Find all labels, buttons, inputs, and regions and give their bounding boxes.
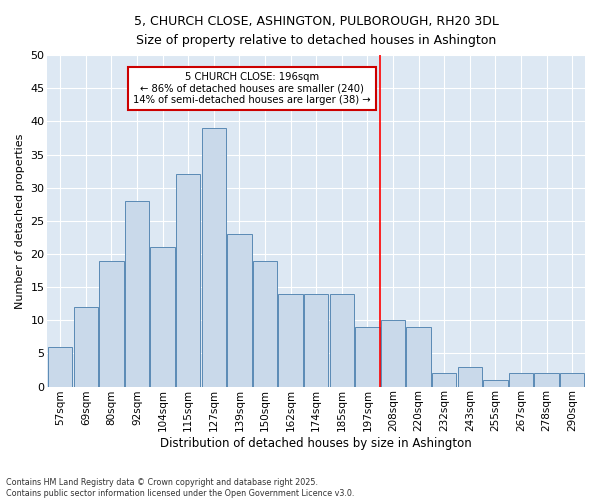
Bar	[406, 327, 431, 386]
Bar	[458, 366, 482, 386]
Bar	[74, 307, 98, 386]
Bar	[560, 374, 584, 386]
Title: 5, CHURCH CLOSE, ASHINGTON, PULBOROUGH, RH20 3DL
Size of property relative to de: 5, CHURCH CLOSE, ASHINGTON, PULBOROUGH, …	[134, 15, 499, 47]
Bar	[202, 128, 226, 386]
Bar	[329, 294, 354, 386]
Bar	[227, 234, 251, 386]
Text: Contains HM Land Registry data © Crown copyright and database right 2025.
Contai: Contains HM Land Registry data © Crown c…	[6, 478, 355, 498]
Bar	[355, 327, 380, 386]
Bar	[535, 374, 559, 386]
Bar	[151, 248, 175, 386]
Bar	[304, 294, 328, 386]
Bar	[99, 260, 124, 386]
Text: 5 CHURCH CLOSE: 196sqm
← 86% of detached houses are smaller (240)
14% of semi-de: 5 CHURCH CLOSE: 196sqm ← 86% of detached…	[133, 72, 371, 105]
X-axis label: Distribution of detached houses by size in Ashington: Distribution of detached houses by size …	[160, 437, 472, 450]
Bar	[278, 294, 303, 386]
Bar	[253, 260, 277, 386]
Bar	[509, 374, 533, 386]
Bar	[48, 347, 73, 387]
Bar	[176, 174, 200, 386]
Y-axis label: Number of detached properties: Number of detached properties	[15, 133, 25, 308]
Bar	[483, 380, 508, 386]
Bar	[432, 374, 457, 386]
Bar	[125, 201, 149, 386]
Bar	[381, 320, 405, 386]
